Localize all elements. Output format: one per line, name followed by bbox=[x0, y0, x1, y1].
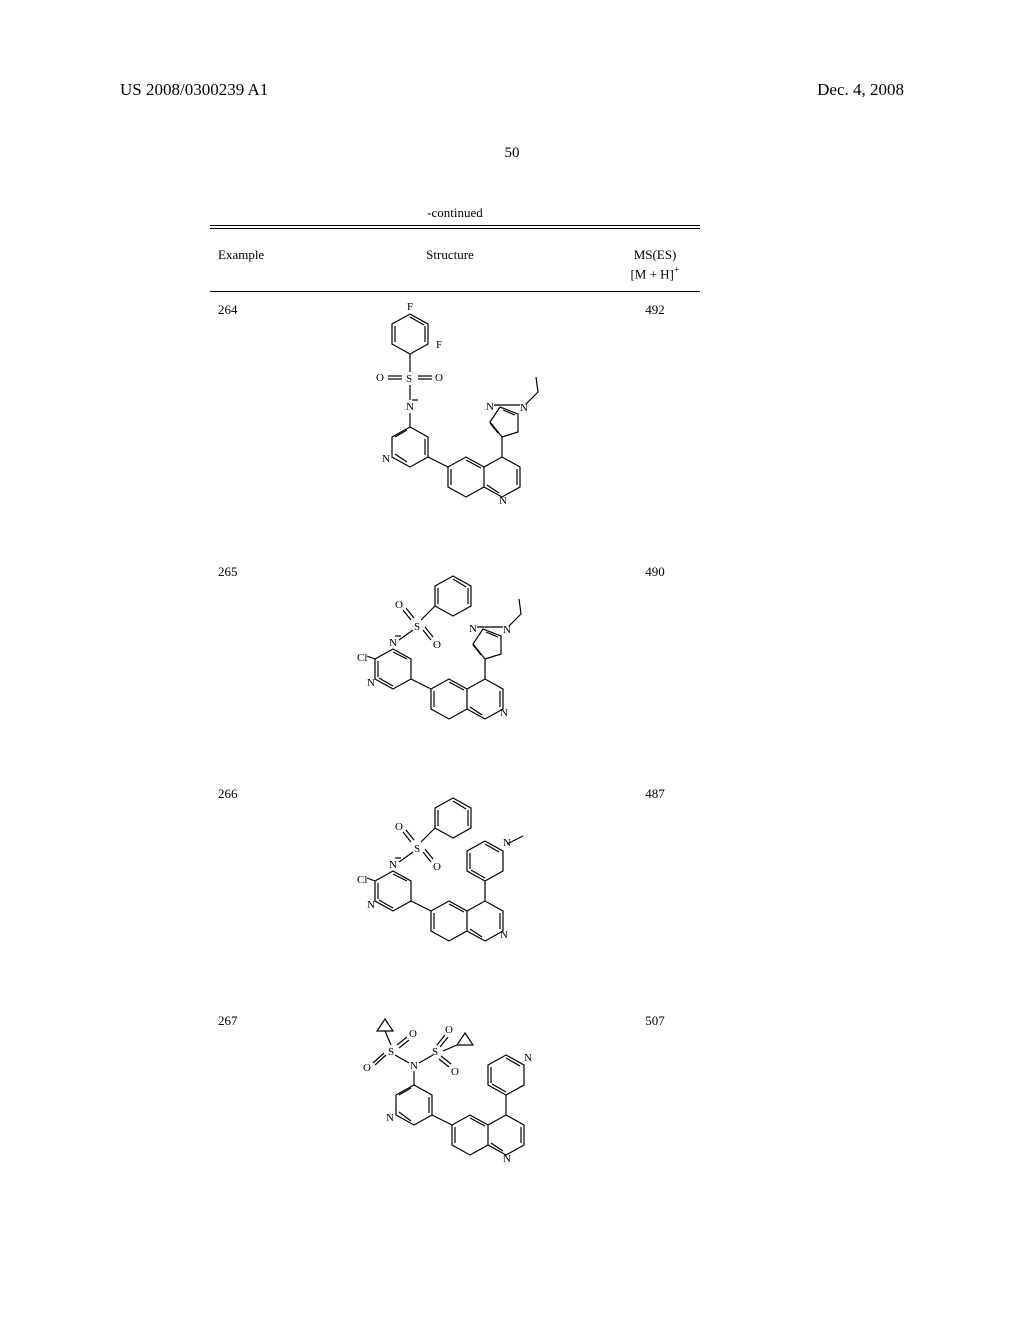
svg-text:O: O bbox=[409, 1028, 417, 1040]
structure-264: F F S O O N bbox=[340, 302, 560, 542]
svg-text:N: N bbox=[389, 637, 397, 649]
svg-text:N: N bbox=[469, 623, 477, 635]
table-row: 265 S O O N bbox=[210, 560, 700, 782]
structure-cell: S O O N Cl N bbox=[290, 560, 610, 782]
publication-number: US 2008/0300239 A1 bbox=[120, 80, 268, 100]
svg-text:S: S bbox=[388, 1046, 394, 1058]
table-row: 264 F F S O O bbox=[210, 298, 700, 560]
svg-text:N: N bbox=[382, 453, 390, 465]
svg-text:N: N bbox=[410, 1060, 418, 1072]
ms-value: 487 bbox=[610, 782, 700, 803]
svg-text:N: N bbox=[386, 1112, 394, 1124]
svg-text:S: S bbox=[414, 621, 420, 633]
structure-265: S O O N Cl N bbox=[335, 564, 565, 764]
example-number: 265 bbox=[210, 560, 290, 580]
svg-text:Cl: Cl bbox=[357, 652, 367, 664]
example-number: 264 bbox=[210, 298, 290, 318]
col-header-example: Example bbox=[210, 247, 290, 283]
svg-text:O: O bbox=[395, 821, 403, 833]
svg-text:O: O bbox=[363, 1062, 371, 1074]
table-body: 264 F F S O O bbox=[210, 292, 700, 1236]
svg-text:F: F bbox=[407, 302, 413, 313]
example-number: 266 bbox=[210, 782, 290, 802]
structure-266: S O O N Cl N bbox=[335, 786, 565, 991]
svg-text:N: N bbox=[486, 401, 494, 413]
svg-text:N: N bbox=[524, 1052, 532, 1064]
svg-text:N: N bbox=[406, 401, 414, 413]
svg-text:O: O bbox=[451, 1066, 459, 1078]
svg-text:Cl: Cl bbox=[357, 874, 367, 886]
svg-text:N: N bbox=[500, 707, 508, 719]
table-row: 267 S O O N bbox=[210, 1009, 700, 1236]
svg-text:F: F bbox=[436, 339, 442, 351]
svg-text:N: N bbox=[500, 929, 508, 941]
structure-cell: S O O N S O O bbox=[290, 1009, 610, 1236]
ms-value: 507 bbox=[610, 1009, 700, 1030]
col-header-structure: Structure bbox=[290, 247, 610, 283]
example-number: 267 bbox=[210, 1009, 290, 1029]
continued-label: -continued bbox=[210, 205, 700, 221]
structure-cell: S O O N Cl N bbox=[290, 782, 610, 1009]
svg-text:S: S bbox=[406, 373, 412, 385]
compound-table: -continued Example Structure MS(ES) [M +… bbox=[210, 205, 700, 1236]
svg-text:S: S bbox=[432, 1046, 438, 1058]
svg-text:S: S bbox=[414, 843, 420, 855]
svg-text:O: O bbox=[433, 861, 441, 873]
structure-267: S O O N S O O bbox=[335, 1013, 565, 1218]
svg-text:N: N bbox=[503, 1153, 511, 1165]
svg-text:O: O bbox=[433, 639, 441, 651]
svg-text:O: O bbox=[376, 372, 384, 384]
publication-date: Dec. 4, 2008 bbox=[817, 80, 904, 100]
structure-cell: F F S O O N bbox=[290, 298, 610, 560]
rule-top-heavy bbox=[210, 225, 700, 226]
svg-text:N: N bbox=[499, 495, 507, 507]
svg-text:O: O bbox=[445, 1024, 453, 1036]
svg-text:N: N bbox=[367, 899, 375, 911]
table-header-row: Example Structure MS(ES) [M + H]+ bbox=[210, 229, 700, 291]
page-number: 50 bbox=[0, 145, 1024, 162]
svg-text:O: O bbox=[435, 372, 443, 384]
svg-text:N: N bbox=[389, 859, 397, 871]
ms-value: 490 bbox=[610, 560, 700, 581]
col-header-ms: MS(ES) [M + H]+ bbox=[610, 247, 700, 283]
table-row: 266 S O O N bbox=[210, 782, 700, 1009]
ms-value: 492 bbox=[610, 298, 700, 319]
svg-text:N: N bbox=[367, 677, 375, 689]
svg-text:O: O bbox=[395, 599, 403, 611]
